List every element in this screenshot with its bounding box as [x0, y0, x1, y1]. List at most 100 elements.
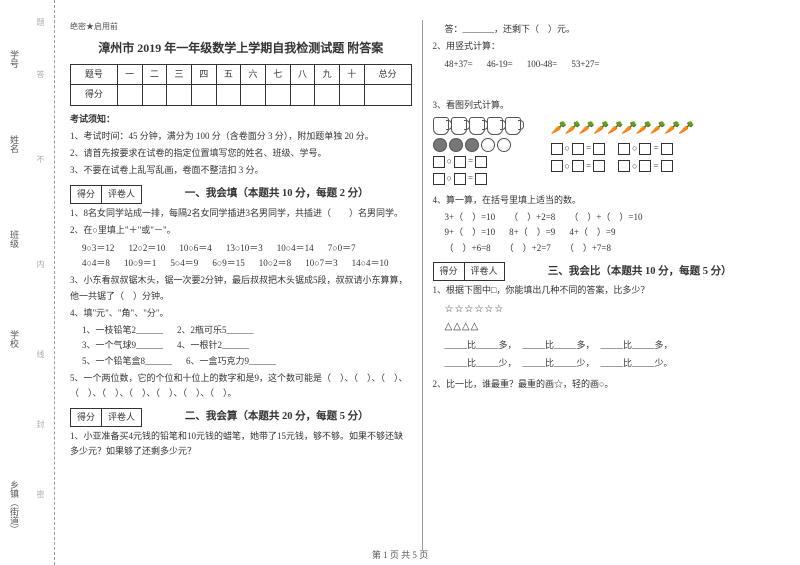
margin-label: 班级 [8, 230, 21, 248]
compare: _____比_____多， [445, 338, 517, 353]
eq: 10○2＝8 [259, 256, 291, 271]
star-row: ☆☆☆☆☆☆ △△△△ [433, 301, 776, 335]
equation-row: 9○3＝12 12○2＝10 10○6＝4 13○10＝3 10○4＝14 7○… [70, 241, 412, 256]
eq: 3+（ ）=10 [445, 210, 496, 225]
margin-hint: 线 [35, 350, 46, 358]
eq: 14○4＝10 [352, 256, 389, 271]
th: 六 [241, 64, 266, 84]
eq: 4+（ ）=9 [569, 225, 615, 240]
scorebox-label: 得分 [434, 263, 465, 280]
eq: 4○4＝8 [82, 256, 110, 271]
diagram-carrots: 🥕🥕🥕🥕🥕🥕🥕🥕🥕🥕 ○= ○= ○= ○= [551, 117, 693, 189]
eq: 9○3＝12 [82, 241, 114, 256]
eq: 46-19= [487, 57, 513, 72]
th: 三 [167, 64, 192, 84]
question: 2、在○里填上"＋"或"－"。 [70, 223, 412, 238]
right-column: 答：_______，还剩下（ ）元。 2、用竖式计算： 48+37= 46-19… [423, 20, 786, 550]
cup-icon [505, 117, 521, 135]
compare: _____比_____少， [445, 356, 517, 371]
cup-icon [487, 117, 503, 135]
th: 九 [315, 64, 340, 84]
compare-row: _____比_____少， _____比_____少， _____比_____少… [433, 356, 776, 371]
eq: （ ）+6=8 [445, 241, 491, 256]
th: 总分 [364, 64, 411, 84]
notice-item: 3、不要在试卷上乱写乱画，卷面不整洁扣 3 分。 [70, 163, 412, 178]
equation-row: 48+37= 46-19= 100-48= 53+27= [433, 57, 776, 72]
th: 八 [290, 64, 315, 84]
question: 1、小亚准备买4元钱的铅笔和10元钱的蜡笔，她带了15元钱，够不够。如果不够还缺… [70, 429, 412, 460]
cup-icon [451, 117, 467, 135]
fill-row: 5、一个铅笔盒8______ 6、一盒巧克力9______ [70, 354, 412, 369]
margin-hint: 题 [35, 18, 46, 26]
question: 3、小东看叔叔锯木头，锯一次要2分钟，最后叔叔把木头锯成5段，叔叔请小东算算，他… [70, 273, 412, 304]
compare-row: _____比_____多， _____比_____多， _____比_____多… [433, 338, 776, 353]
cup-icon [469, 117, 485, 135]
th: 五 [216, 64, 241, 84]
question: 2、比一比，谁最重？最重的画☆，轻的画○。 [433, 377, 776, 392]
circle-icon [433, 138, 447, 152]
eq: （ ）+2=7 [505, 241, 551, 256]
answer-line: 答：_______，还剩下（ ）元。 [433, 22, 776, 37]
row-label: 得分 [71, 85, 118, 105]
compare: _____比_____少。 [601, 356, 673, 371]
page-title: 漳州市 2019 年一年级数学上学期自我检测试题 附答案 [70, 38, 412, 58]
equation-row: 9+（ ）=10 8+（ ）=9 4+（ ）=9 [433, 225, 776, 240]
eq: 9+（ ）=10 [445, 225, 496, 240]
scorebox-label: 评卷人 [102, 186, 141, 203]
question: 3、看图列式计算。 [433, 98, 776, 113]
question: 5、一个两位数，它的个位和十位上的数字和是9，这个数可能是（ ）、（ ）、（ ）… [70, 371, 412, 402]
question: 1、根据下图中□，你能填出几种不同的答案，比多少？ [433, 283, 776, 298]
fill: 2、2瓶可乐5______ [177, 323, 254, 338]
scorebox-label: 得分 [71, 409, 102, 426]
question: 4、算一算，在括号里填上适当的数。 [433, 193, 776, 208]
section-title: 二、我会算（本题共 20 分，每题 5 分） [142, 408, 411, 426]
circle-icon [497, 138, 511, 152]
eq: 13○10＝3 [226, 241, 263, 256]
secret-label: 绝密★启用前 [70, 20, 412, 34]
question: 4、填"元"、"角"、"分"。 [70, 306, 412, 321]
th: 二 [142, 64, 167, 84]
question: 1、8名女同学站成一排，每隔2名女同学插进3名男同学，共插进（ ）名男同学。 [70, 206, 412, 221]
eq: 6○9＝15 [212, 256, 244, 271]
equation-row: （ ）+6=8 （ ）+2=7 （ ）+7=8 [433, 241, 776, 256]
margin-hint: 内 [35, 260, 46, 268]
margin-hint: 封 [35, 420, 46, 428]
scorebox-label: 评卷人 [465, 263, 504, 280]
equation-row: 3+（ ）=10 （ ）+2=8 （ ）+（ ）=10 [433, 210, 776, 225]
th: 题号 [71, 64, 118, 84]
question: 2、用竖式计算： [433, 39, 776, 54]
notice-item: 1、考试时间：45 分钟，满分为 100 分（含卷面分 3 分），附加题单独 2… [70, 129, 412, 144]
th: 七 [265, 64, 290, 84]
eq: 48+37= [445, 57, 473, 72]
section-title: 一、我会填（本题共 10 分，每题 2 分） [142, 185, 411, 203]
eq: 12○2＝10 [128, 241, 165, 256]
fill-row: 1、一枝铅笔2______ 2、2瓶可乐5______ [70, 323, 412, 338]
compare: _____比_____多， [601, 338, 673, 353]
th: 十 [339, 64, 364, 84]
fill-row: 3、一个气球9______ 4、一根针2______ [70, 338, 412, 353]
fill: 3、一个气球9______ [82, 338, 163, 353]
eq: 7○0＝7 [328, 241, 356, 256]
eq: 5○4＝9 [170, 256, 198, 271]
eq: 100-48= [527, 57, 558, 72]
scorebox: 得分 评卷人 [70, 408, 142, 427]
circle-icon [465, 138, 479, 152]
circle-icon [481, 138, 495, 152]
section-title: 三、我会比（本题共 10 分，每题 5 分） [505, 263, 775, 281]
scorebox: 得分 评卷人 [433, 262, 505, 281]
eq: （ ）+2=8 [509, 210, 555, 225]
fill: 6、一盒巧克力9______ [186, 354, 276, 369]
page-footer: 第 1 页 共 5 页 [0, 548, 800, 561]
margin-hint: 不 [35, 155, 46, 163]
equation-row: 4○4＝8 10○9＝1 5○4＝9 6○9＝15 10○2＝8 10○7＝3 … [70, 256, 412, 271]
eq: （ ）+（ ）=10 [569, 210, 642, 225]
compare: _____比_____少， [523, 356, 595, 371]
fill: 1、一枝铅笔2______ [82, 323, 163, 338]
fill: 4、一根针2______ [177, 338, 249, 353]
score-table: 题号 一 二 三 四 五 六 七 八 九 十 总分 得分 [70, 64, 412, 106]
eq: 53+27= [571, 57, 599, 72]
eq: 8+（ ）=9 [509, 225, 555, 240]
margin-label: 乡镇（街道） [8, 480, 21, 534]
diagram-row: ○= ○= 🥕🥕🥕🥕🥕🥕🥕🥕🥕🥕 ○= ○= ○= ○= [433, 117, 776, 189]
margin-hint: 答 [35, 70, 46, 78]
